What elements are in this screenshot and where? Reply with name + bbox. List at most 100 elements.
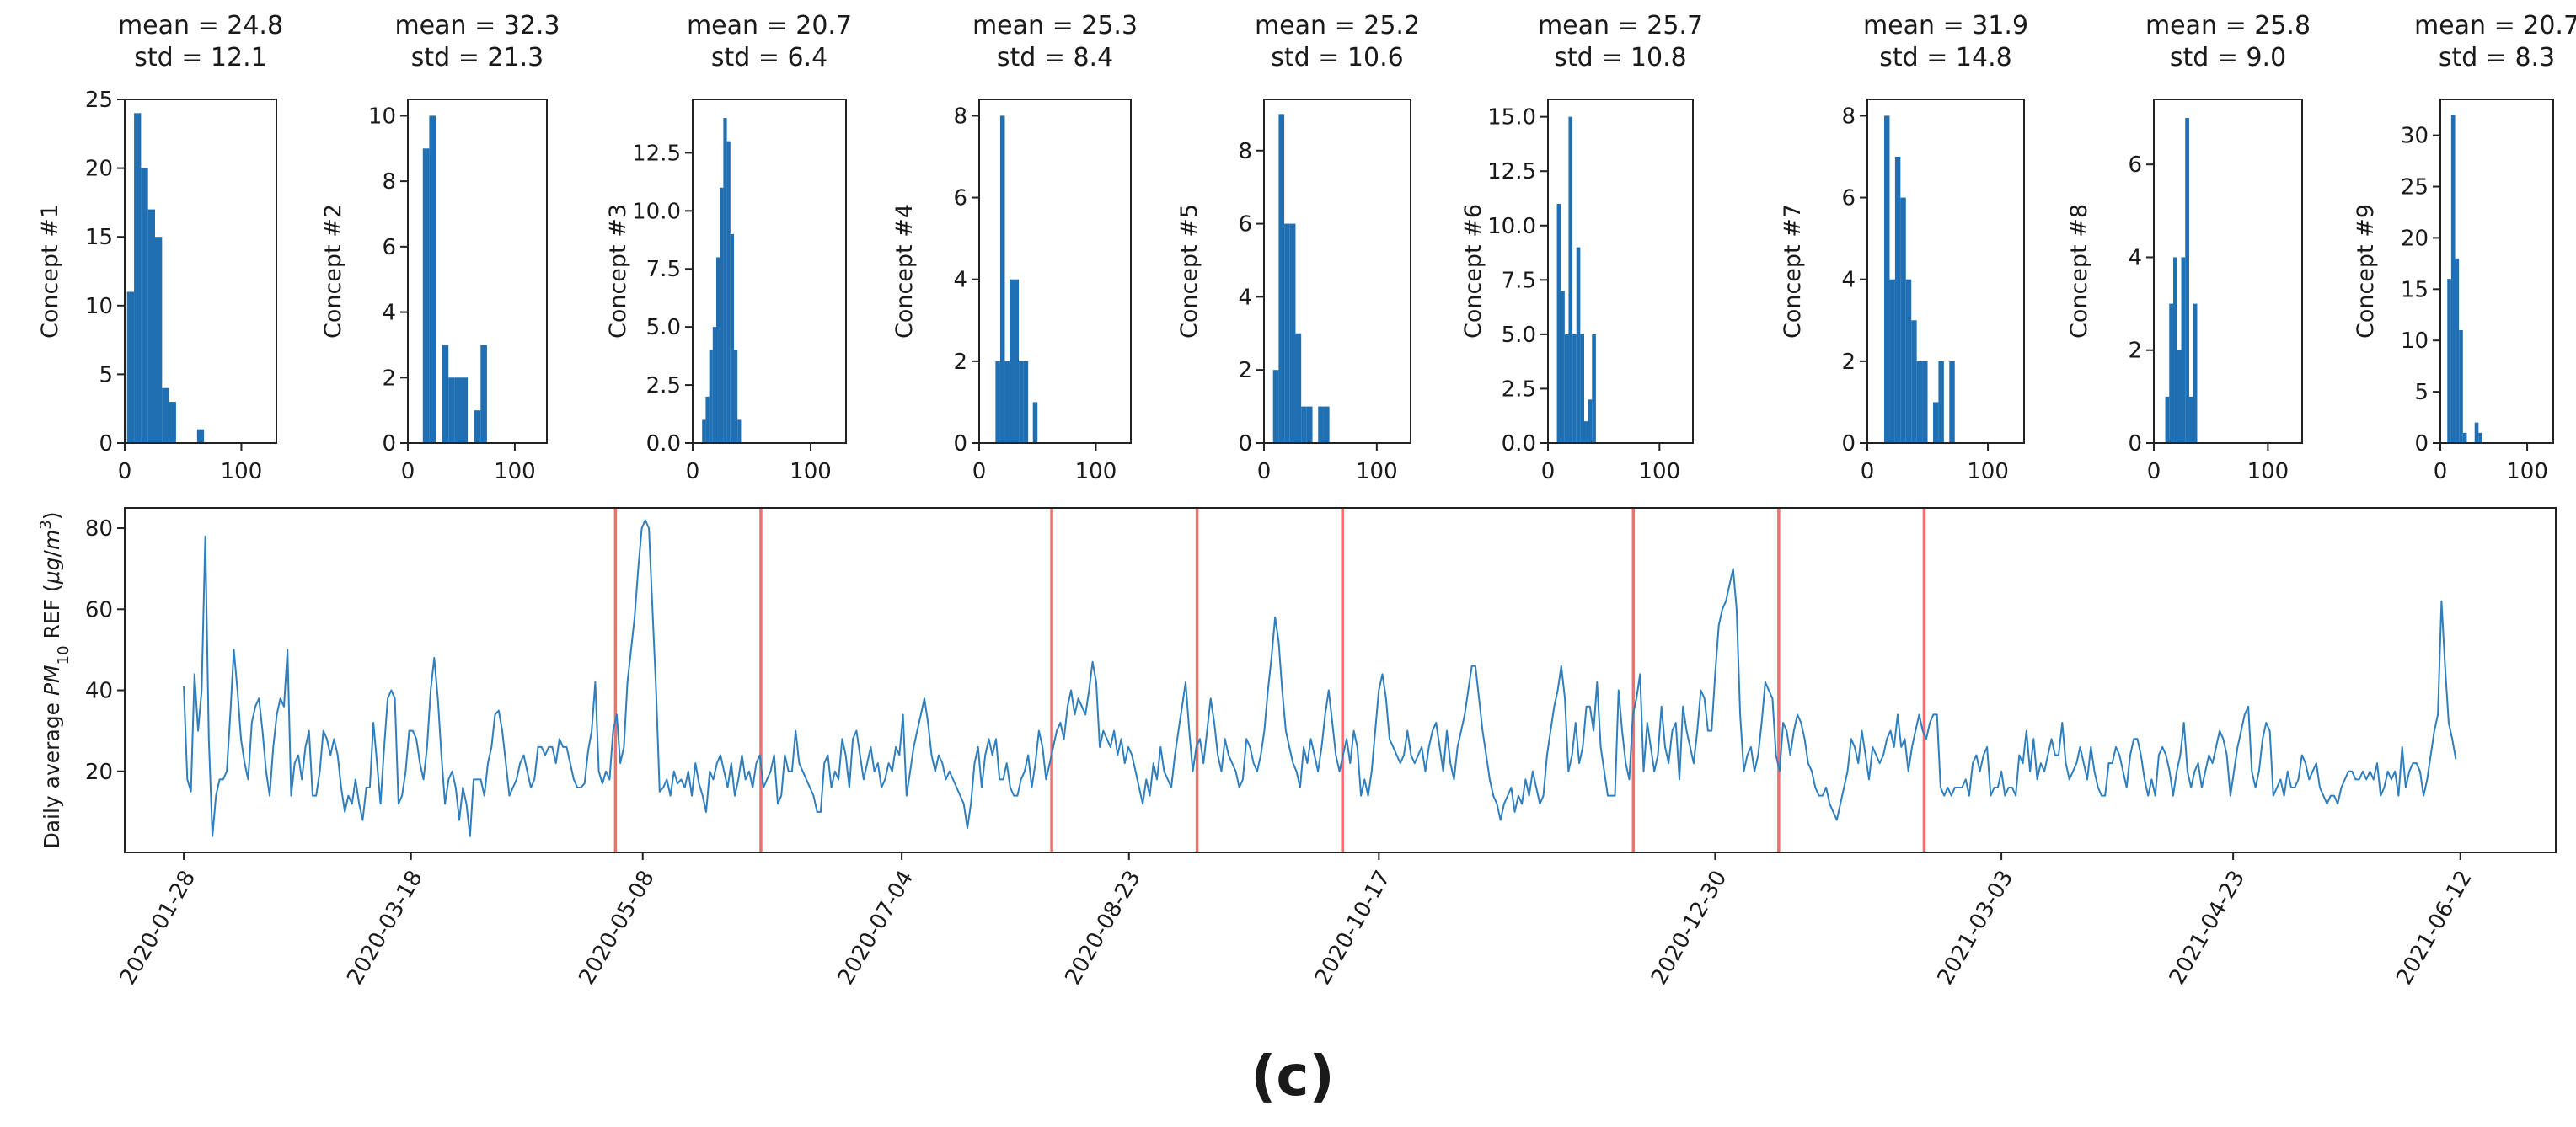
x-tick-label: 100 — [221, 459, 263, 484]
y-tick-label: 5 — [99, 362, 113, 387]
histogram-bar — [720, 187, 724, 443]
histogram-bar — [730, 233, 734, 443]
histogram-axes-frame — [978, 99, 1132, 444]
y-tick-label: 7.5 — [1502, 268, 1536, 293]
histogram-title-mean: mean = 20.7 — [687, 11, 852, 40]
histogram-title-mean: mean = 25.3 — [972, 11, 1138, 40]
y-tick-label: 7.5 — [646, 257, 681, 282]
y-tick-label: 15 — [85, 225, 113, 250]
histogram-title-mean: mean = 20.7 — [2414, 11, 2576, 40]
y-tick-label: 2 — [1841, 350, 1856, 375]
histogram-bar — [716, 257, 720, 443]
histogram-ylabel: Concept #3 — [605, 204, 631, 339]
y-tick-label: 20 — [2401, 226, 2429, 251]
histogram-ylabel: Concept #8 — [2066, 204, 2092, 339]
y-tick-label: 25 — [85, 88, 113, 113]
y-tick-label: 2 — [2128, 339, 2142, 364]
x-tick-label: 100 — [790, 459, 832, 484]
histogram-bar — [2450, 115, 2456, 443]
y-tick-label: 10 — [85, 294, 113, 319]
y-tick-label: 4 — [1841, 268, 1856, 293]
histogram-bar — [454, 377, 462, 443]
histogram-bar — [2478, 432, 2482, 443]
y-tick-label: 8 — [1841, 104, 1856, 129]
histogram-title-std: std = 9.0 — [2170, 43, 2286, 72]
histogram-bar — [995, 361, 1000, 443]
y-tick-label: 20 — [85, 760, 113, 785]
histogram-bar — [169, 402, 176, 443]
histogram-bar — [134, 113, 142, 443]
pm10-series-line — [183, 519, 2457, 837]
histogram-bar — [1014, 279, 1020, 443]
y-tick-label: 6 — [2128, 152, 2142, 178]
histogram-9: 0 5 10 15 20 25 30 0 100 mean = 20.7 std = 8.3 Conc… — [2353, 11, 2576, 484]
histogram-title-std: std = 12.1 — [134, 43, 266, 72]
y-tick-label: 0 — [2414, 431, 2429, 457]
histogram-5: 0 2 4 6 8 0 100 mean = 25.2 std = 10.6 Concept #5 — [1176, 11, 1420, 484]
histogram-bar — [2173, 257, 2177, 443]
y-tick-label: 4 — [1238, 285, 1252, 310]
ylabel-part-sym: PM — [40, 665, 64, 696]
histogram-bar — [1905, 279, 1912, 443]
histogram-bar — [734, 350, 738, 443]
histogram-7: 0 2 4 6 8 0 100 mean = 31.9 std = 14.8 Concept #7 — [1780, 11, 2028, 484]
histogram-bar — [1323, 406, 1330, 443]
histogram-bar — [422, 148, 430, 444]
histogram-bar — [1932, 402, 1939, 443]
y-tick-label: 0 — [99, 431, 113, 457]
y-tick-label: 8 — [382, 169, 396, 195]
ylabel-part-sup: 3 — [37, 520, 55, 529]
histogram-title-mean: mean = 32.3 — [394, 11, 560, 40]
histogram-bar — [2193, 303, 2198, 443]
histogram-bar — [2447, 279, 2451, 443]
histogram-bar — [2459, 330, 2463, 443]
x-tick-label: 0 — [1541, 459, 1556, 484]
x-tick-label: 0 — [2434, 459, 2448, 484]
histogram-bar — [448, 377, 455, 443]
y-tick-label: 6 — [953, 186, 967, 211]
histogram-ylabel: Concept #9 — [2353, 204, 2379, 339]
ylabel-part-slash: / — [40, 549, 64, 557]
histogram-bar — [1592, 334, 1596, 443]
histogram-title-std: std = 14.8 — [1879, 43, 2011, 72]
histogram-bar — [2181, 257, 2186, 443]
histogram-ylabel: Concept #2 — [320, 204, 346, 339]
histogram-title-mean: mean = 24.8 — [118, 11, 283, 40]
figure-label: (c) — [1251, 1044, 1334, 1108]
histogram-bar — [726, 141, 731, 443]
y-tick-label: 80 — [85, 516, 113, 542]
histogram-axes-frame — [692, 99, 847, 444]
histogram-3: 0.0 2.5 5.0 7.5 10.0 12.5 0 100 mean = 20.7 std =… — [605, 11, 852, 484]
y-tick-label: 10.0 — [632, 199, 681, 224]
histogram-bar — [1556, 203, 1561, 443]
y-tick-label: 2.5 — [646, 373, 681, 398]
y-tick-label: 0 — [1841, 431, 1856, 457]
histogram-bar — [1301, 406, 1307, 443]
histogram-bar — [2455, 258, 2460, 443]
x-tick-label: 0 — [2147, 459, 2161, 484]
ylabel-part-post: ) — [40, 511, 64, 520]
y-tick-label: 60 — [85, 597, 113, 622]
histogram-bar — [1916, 361, 1923, 443]
histogram-bar — [474, 410, 481, 443]
ylabel-part-sub: 10 — [55, 645, 72, 665]
histogram-bar — [1580, 334, 1584, 443]
histogram-title-std: std = 10.6 — [1271, 43, 1403, 72]
histogram-bar — [999, 115, 1005, 443]
histogram-bar — [2165, 396, 2170, 443]
histogram-title-std: std = 8.4 — [997, 43, 1113, 72]
histogram-8: 0 2 4 6 0 100 mean = 25.8 std = 9.0 Concept #8 — [2066, 11, 2311, 484]
x-tick-label: 100 — [1967, 459, 2009, 484]
histogram-axes-frame — [1547, 99, 1694, 444]
y-tick-label: 20 — [85, 157, 113, 182]
ylabel-part-mu: μg — [40, 557, 64, 585]
x-tick-label: 100 — [2506, 459, 2548, 484]
histogram-6: 0.0 2.5 5.0 7.5 10.0 12.5 15.0 0 100 mean = 25.7 s… — [1460, 11, 1703, 484]
histogram-ylabel: Concept #6 — [1460, 204, 1486, 339]
histogram-bar — [1010, 279, 1015, 443]
histogram-bar — [1900, 197, 1906, 444]
histogram-title-std: std = 6.4 — [711, 43, 827, 72]
histogram-bar — [442, 345, 449, 443]
